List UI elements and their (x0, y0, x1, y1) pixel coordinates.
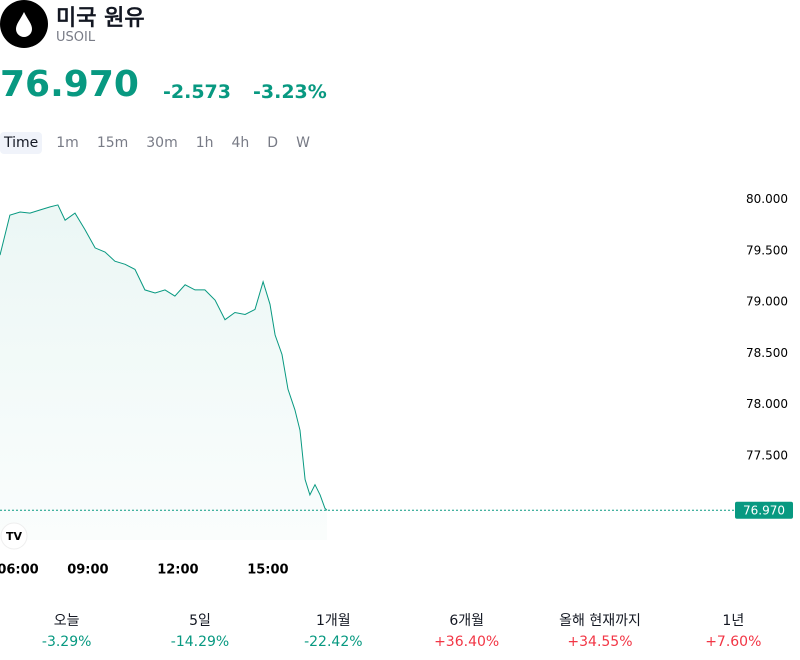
change: -2.573 (163, 81, 231, 103)
last-price-label: 76.970 (743, 503, 785, 517)
timeframe-button[interactable]: 1m (56, 135, 79, 151)
performance-item[interactable]: 1개월 -22.42% (267, 610, 400, 650)
y-tick-label: 78.500 (746, 346, 788, 360)
performance-item[interactable]: 올해 현재까지 +34.55% (533, 610, 666, 650)
period-label: 1년 (722, 613, 745, 629)
y-tick-label: 79.500 (746, 243, 788, 257)
performance: 오늘 -3.29% 5일 -14.29% 1개월 -22.42% 6개월 +36.40% 올해 … (0, 610, 800, 650)
period-label: 5일 (189, 613, 211, 629)
price: 76.970 (0, 64, 139, 105)
period-change: -3.29% (41, 634, 92, 650)
timeframe-button[interactable]: W (296, 135, 310, 151)
x-tick-label: 06:00 (0, 563, 39, 578)
last-price-badge (735, 501, 793, 519)
x-tick-label: 09:00 (67, 563, 108, 578)
svg-text:TV: TV (6, 530, 23, 543)
y-tick-label: 80.000 (746, 192, 788, 206)
period-label: 올해 현재까지 (559, 613, 641, 629)
timeframes: Time 1m 15m 30m 1h 4h D W (0, 132, 320, 154)
y-tick-label: 79.000 (746, 295, 788, 309)
timeframe-button[interactable]: 1h (195, 135, 214, 151)
timeframe-button[interactable]: 30m (146, 135, 178, 151)
performance-item[interactable]: 6개월 +36.40% (400, 610, 533, 650)
period-change: -14.29% (170, 634, 230, 650)
period-change: -22.42% (304, 634, 363, 650)
period-label: 오늘 (53, 613, 80, 629)
timeframe-button[interactable]: Time (0, 132, 43, 154)
x-tick-label: 12:00 (157, 563, 198, 578)
y-tick-label: 78.000 (746, 397, 788, 411)
performance-item[interactable]: 5일 -14.29% (133, 610, 266, 650)
timeframe-button[interactable]: D (267, 135, 279, 151)
period-change: +36.40% (434, 634, 500, 650)
symbol: USOIL (56, 30, 96, 45)
change-percent: -3.23% (253, 81, 327, 103)
tv-logo: TV (0, 522, 28, 550)
symbol-icon (0, 0, 48, 48)
period-label: 6개월 (449, 613, 484, 629)
title: 미국 원유 (56, 6, 145, 31)
period-change: +7.60% (705, 634, 762, 650)
period-change: +34.55% (567, 634, 633, 650)
y-tick-label: 77.500 (746, 448, 788, 462)
timeframe-button[interactable]: 4h (231, 135, 250, 151)
timeframe-button[interactable]: 15m (96, 135, 129, 151)
period-label: 1개월 (315, 613, 351, 629)
price-line (0, 204, 328, 511)
performance-item[interactable]: 오늘 -3.29% (0, 610, 133, 650)
performance-item[interactable]: 1년 +7.60% (667, 610, 800, 650)
x-tick-label: 15:00 (247, 563, 288, 578)
area-fill (0, 204, 327, 540)
chart: 77.500 78.000 78.500 79.000 79.500 80.000 06:0… (0, 192, 793, 578)
